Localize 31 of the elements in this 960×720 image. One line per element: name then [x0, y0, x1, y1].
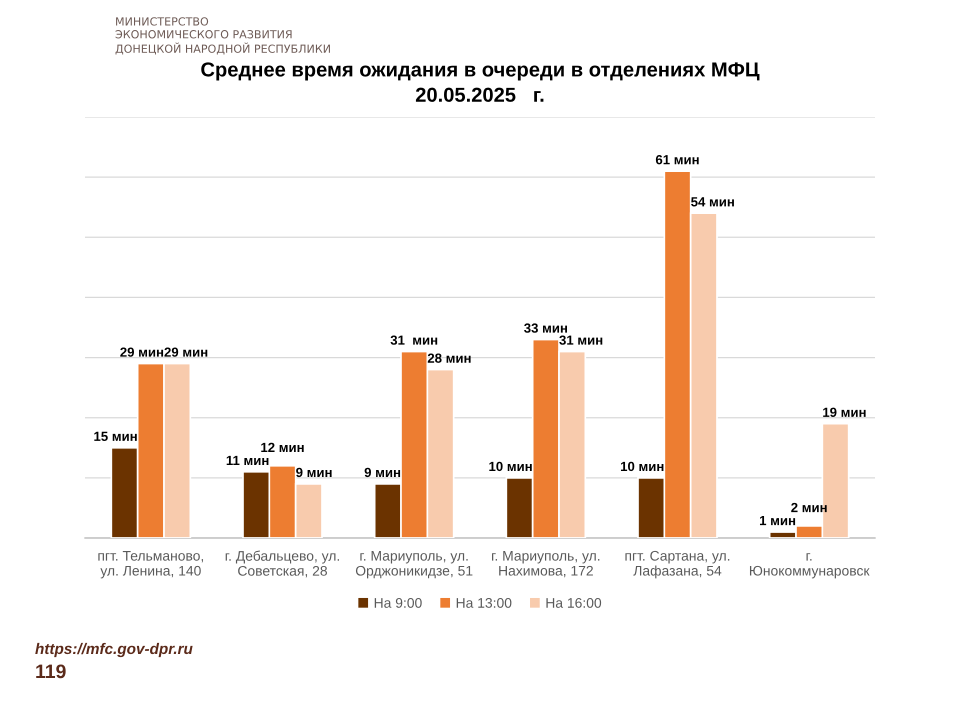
- x-tick-label: г. Мариуполь, ул. Орджоникидзе, 51: [356, 551, 472, 578]
- data-label: 10 мин: [620, 462, 664, 472]
- x-tick-label: пгт. Тельманово, ул. Ленина, 140: [98, 551, 204, 578]
- legend-label: На 16:00: [546, 598, 602, 608]
- data-label: 9 мин: [296, 468, 332, 478]
- data-label: 31 мин: [559, 335, 602, 345]
- data-label: 28 мин: [428, 353, 471, 363]
- data-label: 2 мин: [791, 502, 827, 512]
- data-label: 15 мин: [94, 432, 137, 442]
- x-tick-label: г. Мариуполь, ул. Нахимова, 172: [492, 551, 600, 578]
- x-tick-label: г. Юнокоммунаровск: [750, 553, 870, 578]
- text: https://mfc.gov-dpr.ru: [35, 642, 193, 658]
- data-label: 11 мин: [226, 456, 268, 465]
- data-label: 31 мин: [390, 335, 438, 345]
- chart-title: Среднее время ожидания в очереди в отделениях МФЦ 20.05.2025 г.: [201, 62, 760, 102]
- text: 119: [36, 664, 66, 678]
- data-label: 29 мин: [120, 347, 164, 357]
- text: МИНИСТЕРСТВО ЭКОНОМИЧЕСКОГО РАЗВИТИЯ ДОНЕЦКОЙ НАРОДНОЙ РЕСПУБЛИКИ: [116, 17, 330, 55]
- data-label: 1 мин: [760, 516, 796, 526]
- data-label: 61 мин: [656, 155, 699, 164]
- data-label: 33 мин: [524, 323, 568, 333]
- data-label: 54 мин: [691, 197, 734, 206]
- legend-label: На 13:00: [456, 598, 512, 608]
- x-tick-label: г. Дебальцево, ул. Советская, 28: [226, 550, 340, 578]
- data-label: 12 мин: [261, 442, 304, 452]
- x-tick-label: пгт. Сартана, ул. Лафазана, 54: [625, 550, 730, 578]
- data-label: 19 мин: [823, 408, 866, 417]
- data-label: 10 мин: [489, 462, 532, 472]
- data-label: 9 мин: [364, 468, 400, 478]
- data-label: 29 мин: [164, 347, 208, 357]
- legend-label: На 9:00: [374, 598, 422, 608]
